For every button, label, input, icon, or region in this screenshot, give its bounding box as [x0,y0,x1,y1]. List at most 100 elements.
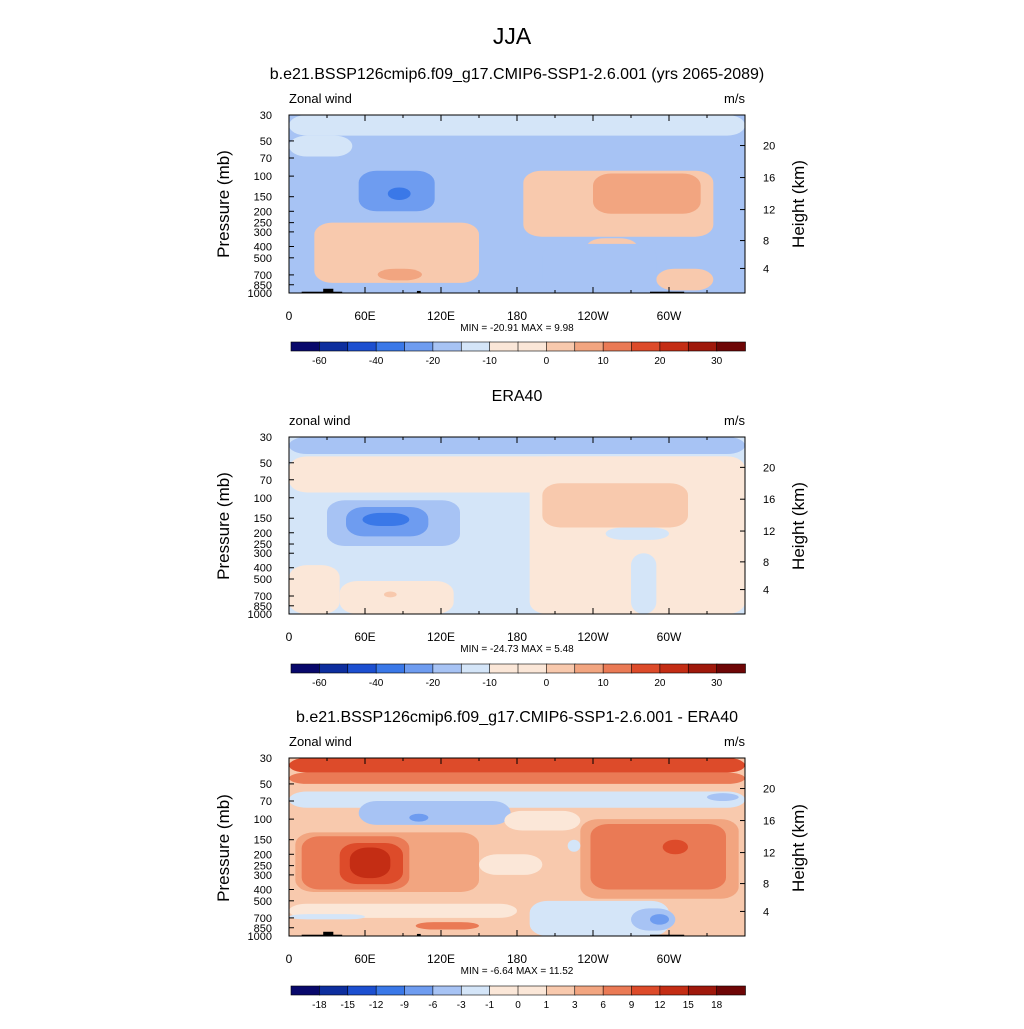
colorbar-box [347,663,377,674]
contour-region [377,268,422,281]
y-tick-label: 400 [254,241,272,253]
panel-difference: b.e21.BSSP126cmip6.f09_g17.CMIP6-SSP1-2.… [214,709,808,1011]
colorbar-box [602,985,633,996]
topography [416,290,421,293]
units-label: m/s [724,91,745,106]
colorbar-box [716,663,746,674]
x-tick-label: 120E [427,630,455,644]
contour-region [409,813,429,822]
colorbar-box [574,663,604,674]
contour-region [590,823,726,890]
colorbar-box [546,341,576,352]
contour-region [289,135,353,157]
y-tick-label: 850 [254,601,272,613]
contour-region [289,196,302,219]
y-tick-label: 300 [254,548,272,560]
height-axis: 4 8 12 16 20 [740,141,775,275]
colorbar-label: -10 [482,356,497,367]
height-axis: 4 8 12 16 20 [740,462,775,597]
y-tick-label: 50 [260,458,272,470]
min-max-stats: MIN = -20.91 MAX = 9.98 [460,323,574,334]
colorbar-box [489,663,519,674]
colorbar-label: -6 [428,1000,437,1011]
x-axis: 0 60E 120E 180 120W 60W [286,115,708,323]
y-tick-label: 400 [254,884,272,896]
colorbar-label: 10 [598,678,610,689]
x-tick-label: 180 [507,952,527,966]
y-axis-label: Pressure (mb) [214,794,233,902]
colorbar-box [631,985,661,996]
units-label: m/s [724,734,745,749]
y-tick-label: 700 [254,591,272,603]
contour-region [289,772,745,784]
colorbar-box [375,341,406,352]
x-tick-label: 120W [577,630,609,644]
colorbar-box [631,663,661,674]
colorbar-label: 0 [544,356,550,367]
contour-region [415,922,479,930]
colorbar-box [602,663,633,674]
plot-area [288,436,746,615]
colorbar-box [432,663,463,674]
y-tick-label: 30 [260,110,272,122]
colorbar-box [659,341,690,352]
colorbar-box [460,663,491,674]
left-label: Zonal wind [289,91,352,106]
height-tick-label: 4 [763,906,769,918]
colorbar-label: 6 [600,1000,606,1011]
contour-field [289,437,745,614]
y-axis-label: Pressure (mb) [214,472,233,580]
colorbar-label: -20 [426,678,441,689]
colorbar-box [460,341,491,352]
colorbar-label: 20 [654,678,666,689]
y-tick-label: 50 [260,136,272,148]
topography [301,291,343,293]
x-tick-label: 120W [577,952,609,966]
colorbar-box [375,985,406,996]
colorbar: -60 -40 -20 -10 0 10 20 30 [290,341,746,367]
colorbar-label: -60 [312,678,327,689]
colorbar-box [489,985,519,996]
y-tick-label: 1000 [248,931,272,943]
colorbar-label: -18 [312,1000,327,1011]
x-tick-label: 60W [657,630,682,644]
colorbar-box [319,341,349,352]
colorbar-box [716,985,746,996]
colorbar-label: -10 [482,678,497,689]
units-label: m/s [724,413,745,428]
colorbar-box [574,341,604,352]
y-tick-label: 100 [254,814,272,826]
y-tick-label: 50 [260,779,272,791]
contour-region [479,854,543,875]
colorbar-label: 0 [515,1000,521,1011]
panel-model: b.e21.BSSP126cmip6.f09_g17.CMIP6-SSP1-2.… [214,66,808,367]
y-tick-label: 500 [254,253,272,265]
colorbar-label: -40 [369,678,384,689]
y-tick-label: 250 [254,539,272,551]
contour-region [542,483,688,528]
colorbar-box [404,341,434,352]
y-tick-label: 850 [254,923,272,935]
colorbar-label: -12 [369,1000,384,1011]
colorbar-box [687,663,718,674]
colorbar-label: 3 [572,1000,578,1011]
x-tick-label: 180 [507,630,527,644]
x-tick-label: 60E [354,309,375,323]
contour-region [707,793,739,802]
colorbar-label: -40 [369,356,384,367]
left-label: zonal wind [289,413,350,428]
y-tick-label: 200 [254,528,272,540]
figure-title: JJA [493,23,532,49]
colorbar-box [375,663,406,674]
topography [301,934,343,936]
height-tick-label: 12 [763,205,775,217]
contour-region [504,810,581,831]
colorbar-box [290,341,321,352]
x-tick-label: 0 [286,309,293,323]
y-tick-label: 300 [254,870,272,882]
colorbar-box [290,663,321,674]
y-tick-label: 250 [254,218,272,230]
colorbar-box [347,341,377,352]
